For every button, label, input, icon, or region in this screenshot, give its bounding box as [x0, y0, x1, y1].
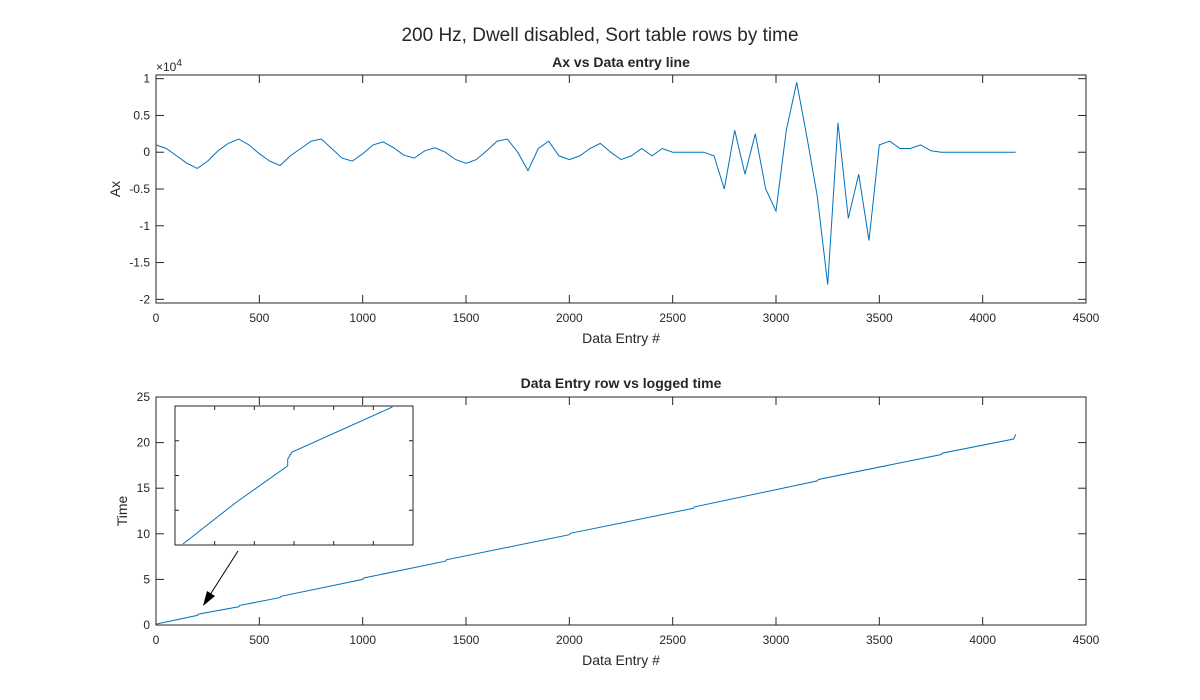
- inset-plot-area: [174, 405, 414, 546]
- ax1-plot-area: [155, 74, 1087, 304]
- ax1-xlabel: Data Entry #: [582, 330, 660, 346]
- ax1-xtick-label: 2500: [659, 311, 686, 325]
- annotation-arrow: [203, 550, 239, 606]
- ax2-ytick-label: 0: [143, 618, 150, 632]
- annotation-arrow-head: [203, 591, 215, 606]
- ax1-y-multiplier-base: ×10: [156, 60, 177, 74]
- ax2-title: Data Entry row vs logged time: [521, 375, 722, 391]
- time-vs-data-entry-axes: Data Entry row vs logged time Data Entry…: [114, 375, 1100, 668]
- ax1-ytick-label: 1: [143, 72, 150, 86]
- ax2-xtick-label: 4000: [969, 633, 996, 647]
- ax1-xtick-label: 4500: [1073, 311, 1100, 325]
- ax1-xtick-label: 1000: [349, 311, 376, 325]
- ax2-ytick-label: 15: [137, 481, 151, 495]
- ax2-xtick-label: 3000: [763, 633, 790, 647]
- inset-zoom-axes: [174, 405, 414, 546]
- inset-ticks: [175, 406, 413, 545]
- ax2-xtick-label: 1500: [453, 633, 480, 647]
- ax1-xtick-label: 500: [249, 311, 269, 325]
- ax1-xtick-label: 0: [153, 311, 160, 325]
- ax1-ytick-label: -0.5: [129, 182, 150, 196]
- ax1-ytick-label: 0: [143, 145, 150, 159]
- ax1-xtick-label: 1500: [453, 311, 480, 325]
- ax1-xtick-label: 3500: [866, 311, 893, 325]
- ax1-title: Ax vs Data entry line: [552, 54, 690, 70]
- annotation-arrow-shaft: [207, 550, 239, 599]
- ax2-xtick-label: 2000: [556, 633, 583, 647]
- ax1-xtick-label: 2000: [556, 311, 583, 325]
- ax2-series-line: [155, 434, 1017, 625]
- ax2-series: [155, 434, 1017, 625]
- ax1-ytick-label: -1.5: [129, 256, 150, 270]
- ax1-series: [155, 82, 1016, 285]
- ax2-xlabel: Data Entry #: [582, 652, 660, 668]
- ax2-ytick-label: 10: [137, 527, 151, 541]
- ax1-series-line: [155, 82, 1016, 285]
- ax1-ytick-label: -2: [139, 292, 150, 306]
- ax1-ytick-label: -1: [139, 219, 150, 233]
- ax1-y-multiplier-exponent: 4: [176, 58, 182, 69]
- ax1-ytick-label: 0.5: [133, 108, 150, 122]
- inset-series-line: [182, 406, 393, 545]
- ax-vs-data-entry-axes: Ax vs Data entry line Data Entry # Ax ×1…: [107, 54, 1100, 346]
- ax1-ticks: 0 500 1000 1500 2000 2500 3000 3500 4000 4500 1 0.5…: [129, 72, 1099, 325]
- ax2-ticks: 0 500 1000 1500 2000 2500 3000 3500 4000 4500 0 5 10…: [137, 390, 1100, 647]
- ax1-xtick-label: 3000: [763, 311, 790, 325]
- ax2-xtick-label: 1000: [349, 633, 376, 647]
- ax2-xtick-label: 500: [249, 633, 269, 647]
- figure-suptitle: 200 Hz, Dwell disabled, Sort table rows …: [401, 25, 798, 46]
- ax1-y-multiplier: ×104: [156, 58, 182, 74]
- ax1-xtick-label: 4000: [969, 311, 996, 325]
- ax1-ylabel: Ax: [107, 181, 123, 197]
- ax2-xtick-label: 2500: [659, 633, 686, 647]
- ax2-ytick-label: 20: [137, 436, 151, 450]
- inset-series: [182, 406, 393, 545]
- ax2-ytick-label: 25: [137, 390, 151, 404]
- ax2-ytick-label: 5: [143, 572, 150, 586]
- ax2-xtick-label: 4500: [1073, 633, 1100, 647]
- ax2-ylabel: Time: [114, 495, 130, 526]
- ax2-xtick-label: 0: [153, 633, 160, 647]
- ax2-xtick-label: 3500: [866, 633, 893, 647]
